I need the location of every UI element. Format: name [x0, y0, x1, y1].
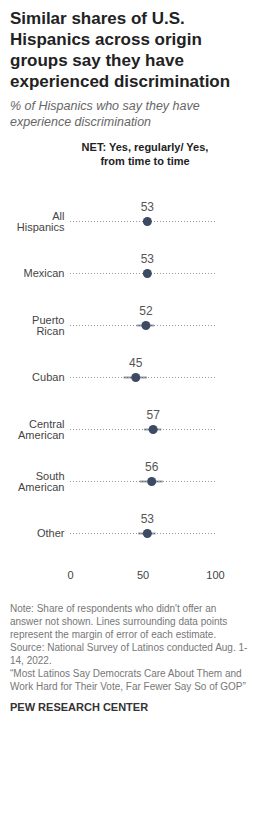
- svg-text:53: 53: [141, 512, 155, 526]
- html-text:“Most Latinos Say Democrats Ca: “Most Latinos Say Democrats Care About T…: [10, 668, 246, 692]
- svg-text:PuertoRican: PuertoRican: [32, 314, 64, 337]
- html-text:Source: National Survey of Lat: Source: National Survey of Latinos condu…: [10, 642, 248, 666]
- svg-text:57: 57: [146, 408, 160, 422]
- html-text:PEW RESEARCH CENTER: PEW RESEARCH CENTER: [10, 701, 149, 713]
- svg-text:56: 56: [145, 460, 159, 474]
- svg-text:100: 100: [206, 569, 224, 581]
- html-text:NET: Yes, regularly/ Yes, from: NET: Yes, regularly/ Yes, from time to t…: [81, 141, 209, 167]
- svg-text:0: 0: [67, 569, 73, 581]
- svg-text:45: 45: [129, 356, 143, 370]
- html-text:Similar shares of U.S. Hispani: Similar shares of U.S. Hispanics across …: [10, 9, 231, 91]
- svg-text:Cuban: Cuban: [32, 371, 64, 383]
- html-text:% of Hispanics who say they ha: % of Hispanics who say they have experie…: [10, 99, 200, 129]
- html-text:Note: Share of respondents who: Note: Share of respondents who didn't of…: [10, 603, 228, 640]
- svg-text:CentralAmerican: CentralAmerican: [18, 418, 64, 441]
- svg-text:53: 53: [141, 200, 155, 214]
- svg-text:52: 52: [139, 304, 153, 318]
- svg-text:Mexican: Mexican: [24, 267, 65, 279]
- svg-text:53: 53: [141, 252, 155, 266]
- svg-text:SouthAmerican: SouthAmerican: [18, 470, 64, 493]
- svg-text:Other: Other: [37, 527, 65, 539]
- svg-text:AllHispanics: AllHispanics: [17, 210, 65, 233]
- svg-text:50: 50: [137, 569, 149, 581]
